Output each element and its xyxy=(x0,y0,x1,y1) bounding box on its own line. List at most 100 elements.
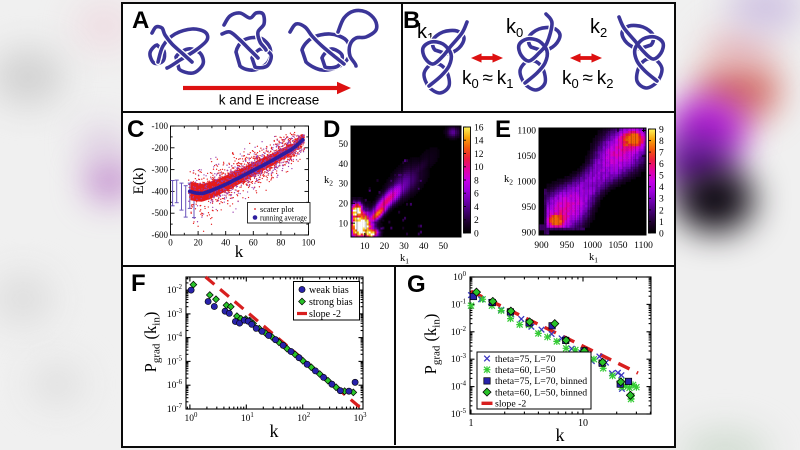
svg-text:20: 20 xyxy=(380,242,390,252)
svg-text:50: 50 xyxy=(339,140,349,150)
svg-text:-300: -300 xyxy=(152,165,169,175)
svg-text:k1: k1 xyxy=(400,253,409,266)
svg-text:2: 2 xyxy=(659,206,664,216)
svg-text:10-4: 10-4 xyxy=(451,381,467,393)
svg-text:12: 12 xyxy=(474,150,484,160)
svg-text:103: 103 xyxy=(354,412,368,424)
svg-text:10: 10 xyxy=(474,163,484,173)
svg-text:900: 900 xyxy=(522,229,537,239)
svg-text:10-5: 10-5 xyxy=(451,408,467,420)
svg-text:k: k xyxy=(556,425,565,445)
svg-text:6: 6 xyxy=(659,160,664,170)
svg-text:strong bias: strong bias xyxy=(309,297,353,308)
svg-text:-200: -200 xyxy=(152,143,169,153)
svg-text:10-3: 10-3 xyxy=(451,353,467,365)
svg-text:0: 0 xyxy=(168,238,173,248)
svg-text:E(k): E(k) xyxy=(131,168,147,195)
svg-text:950: 950 xyxy=(522,203,537,213)
svg-text:0: 0 xyxy=(659,229,664,239)
svg-text:10: 10 xyxy=(339,219,349,229)
svg-text:10: 10 xyxy=(578,418,588,429)
svg-text:10: 10 xyxy=(360,242,370,252)
svg-text:101: 101 xyxy=(241,412,254,424)
svg-text:Pgrad (kin): Pgrad (kin) xyxy=(421,314,443,375)
svg-text:theta=60, L=50: theta=60, L=50 xyxy=(495,365,556,376)
svg-text:1050: 1050 xyxy=(517,152,536,162)
svg-text:k: k xyxy=(270,421,279,441)
svg-text:20: 20 xyxy=(194,238,204,248)
svg-text:theta=60, L=50, binned: theta=60, L=50, binned xyxy=(495,387,587,398)
svg-text:1100: 1100 xyxy=(634,241,653,251)
svg-text:slope -2: slope -2 xyxy=(309,309,341,320)
svg-text:50: 50 xyxy=(439,242,449,252)
svg-text:10-5: 10-5 xyxy=(167,355,183,367)
svg-text:-500: -500 xyxy=(152,208,169,218)
svg-text:10-2: 10-2 xyxy=(167,284,183,296)
svg-text:theta=75, L=70, binned: theta=75, L=70, binned xyxy=(495,376,587,387)
svg-text:slope -2: slope -2 xyxy=(495,399,526,410)
svg-text:k0 ≈ k1: k0 ≈ k1 xyxy=(462,68,514,91)
svg-text:weak bias: weak bias xyxy=(309,285,349,296)
svg-text:k0 ≈ k2: k0 ≈ k2 xyxy=(562,68,614,91)
svg-text:k2: k2 xyxy=(590,16,607,40)
svg-text:-400: -400 xyxy=(152,186,169,196)
svg-text:60: 60 xyxy=(249,238,258,248)
svg-text:40: 40 xyxy=(419,242,429,252)
svg-text:100: 100 xyxy=(453,271,467,283)
svg-text:-100: -100 xyxy=(152,121,169,131)
svg-text:10-4: 10-4 xyxy=(167,332,183,344)
svg-text:1000: 1000 xyxy=(517,178,536,188)
svg-text:1100: 1100 xyxy=(517,127,536,137)
svg-text:4: 4 xyxy=(474,203,479,213)
svg-text:40: 40 xyxy=(221,238,231,248)
svg-text:10-1: 10-1 xyxy=(451,298,466,310)
svg-text:G: G xyxy=(407,271,426,298)
svg-text:theta=75, L=70: theta=75, L=70 xyxy=(495,354,556,365)
svg-text:2: 2 xyxy=(474,216,479,226)
svg-text:6: 6 xyxy=(474,190,479,200)
svg-text:10-2: 10-2 xyxy=(451,326,467,338)
svg-text:30: 30 xyxy=(339,180,349,190)
svg-text:F: F xyxy=(131,270,146,297)
svg-text:k2: k2 xyxy=(324,175,333,188)
svg-text:80: 80 xyxy=(276,238,286,248)
svg-text:1000: 1000 xyxy=(583,241,602,251)
svg-text:8: 8 xyxy=(474,176,479,186)
svg-text:C: C xyxy=(127,116,144,143)
svg-text:10-7: 10-7 xyxy=(167,403,183,415)
svg-text:D: D xyxy=(323,116,340,143)
svg-text:7: 7 xyxy=(659,149,664,159)
svg-text:k1: k1 xyxy=(589,252,598,265)
svg-text:-600: -600 xyxy=(152,230,169,240)
svg-text:16: 16 xyxy=(474,123,484,133)
svg-text:30: 30 xyxy=(399,242,409,252)
svg-text:100: 100 xyxy=(302,238,316,248)
svg-text:100: 100 xyxy=(184,412,198,424)
svg-text:E: E xyxy=(495,116,511,143)
svg-text:40: 40 xyxy=(339,160,349,170)
svg-text:5: 5 xyxy=(659,172,664,182)
svg-text:k: k xyxy=(235,242,244,261)
svg-text:3: 3 xyxy=(659,195,664,205)
svg-text:k and E increase: k and E increase xyxy=(219,93,320,108)
svg-text:k2: k2 xyxy=(504,174,513,187)
svg-text:1: 1 xyxy=(659,218,664,228)
svg-text:B: B xyxy=(403,7,420,34)
svg-text:4: 4 xyxy=(659,183,664,193)
svg-text:900: 900 xyxy=(534,241,549,251)
svg-text:14: 14 xyxy=(474,137,484,147)
svg-text:Pgrad (kin): Pgrad (kin) xyxy=(141,312,163,373)
svg-text:0: 0 xyxy=(474,229,479,239)
svg-text:10-3: 10-3 xyxy=(167,308,183,320)
svg-text:1050: 1050 xyxy=(609,241,628,251)
svg-text:10-6: 10-6 xyxy=(167,379,183,391)
svg-text:running average: running average xyxy=(260,214,307,223)
svg-text:k0: k0 xyxy=(506,16,523,40)
svg-text:A: A xyxy=(132,7,149,34)
svg-text:20: 20 xyxy=(339,200,349,210)
svg-text:1: 1 xyxy=(469,418,474,429)
svg-text:950: 950 xyxy=(560,241,575,251)
svg-text:102: 102 xyxy=(297,412,311,424)
svg-text:8: 8 xyxy=(659,137,664,147)
svg-text:9: 9 xyxy=(659,125,664,135)
